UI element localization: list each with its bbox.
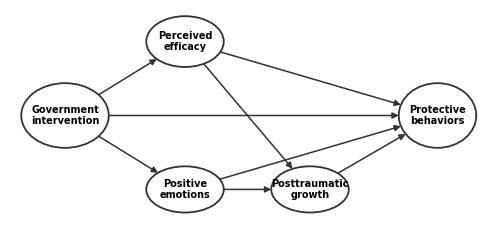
Ellipse shape [146,166,224,213]
Ellipse shape [399,83,476,148]
Ellipse shape [271,166,349,213]
Text: Government
intervention: Government intervention [31,105,99,126]
Ellipse shape [21,83,109,148]
Text: Protective
behaviors: Protective behaviors [409,105,466,126]
Text: Posttraumatic
growth: Posttraumatic growth [271,179,349,200]
Text: Positive
emotions: Positive emotions [160,179,210,200]
Ellipse shape [146,16,224,67]
Text: Perceived
efficacy: Perceived efficacy [158,31,212,52]
